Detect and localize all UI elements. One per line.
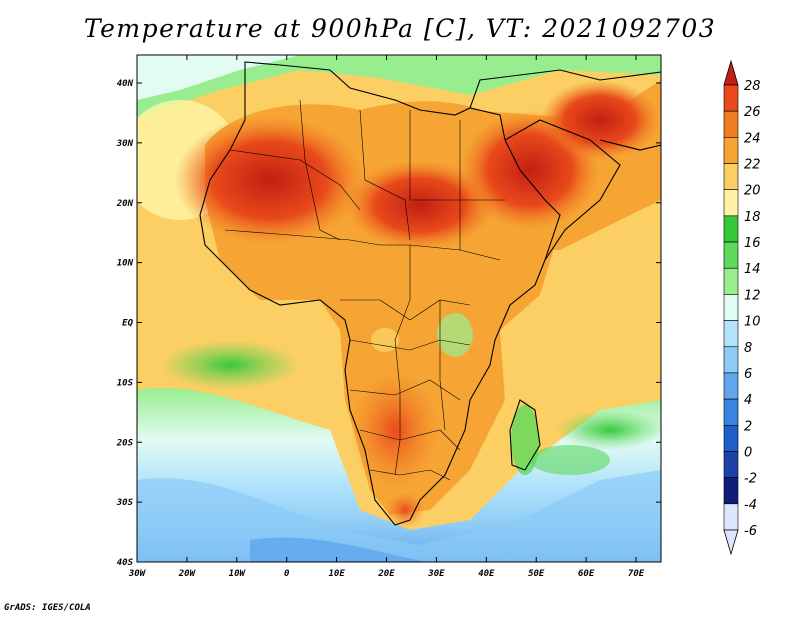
latitude-ticks: 40N 30N 20N 10N EQ 10S 20S 30S 40S bbox=[116, 79, 661, 568]
map-title: Temperature at 900hPa [C], VT: 202109270… bbox=[83, 14, 717, 43]
colorbar-segment bbox=[723, 398, 739, 426]
colorbar-label: 18 bbox=[744, 210, 761, 225]
lon-tick-label: 50E bbox=[528, 569, 545, 579]
colorbar-label: 2 bbox=[744, 419, 752, 434]
map-frame bbox=[136, 54, 662, 563]
colorbar-label: -2 bbox=[744, 472, 757, 487]
lon-tick-label: 30W bbox=[128, 569, 147, 579]
lon-tick-label: 10W bbox=[229, 569, 247, 579]
colorbar-label: 26 bbox=[744, 105, 761, 120]
colorbar-label: -4 bbox=[744, 498, 757, 513]
colorbar-label: 0 bbox=[744, 445, 752, 460]
colorbar-segment bbox=[723, 137, 739, 164]
colorbar-segment bbox=[723, 241, 739, 269]
lon-tick-label: 40E bbox=[478, 569, 495, 579]
colorbar-segment bbox=[723, 163, 739, 191]
colorbar-segment bbox=[723, 267, 739, 295]
coastline bbox=[199, 61, 661, 526]
lon-tick-label: 60E bbox=[578, 569, 595, 579]
colorbar-segment bbox=[723, 320, 739, 348]
colorbar-segment bbox=[723, 189, 739, 217]
lat-tick-label: EQ bbox=[122, 319, 133, 329]
colorbar-max-triangle bbox=[723, 59, 739, 86]
colorbar-segment bbox=[723, 424, 739, 452]
lat-tick-label: 30S bbox=[116, 498, 134, 508]
lon-tick-label: 20E bbox=[377, 569, 395, 579]
colorbar-segment bbox=[723, 372, 739, 400]
lat-tick-label: 40S bbox=[117, 558, 134, 568]
colorbar-label: 16 bbox=[744, 236, 761, 251]
colorbar-segment bbox=[723, 294, 739, 321]
colorbar-label: 20 bbox=[744, 184, 761, 199]
colorbar-segment bbox=[723, 215, 739, 243]
colorbar-label: 14 bbox=[744, 262, 761, 277]
colorbar-segment bbox=[723, 110, 739, 138]
lon-tick-label: 10E bbox=[328, 569, 345, 579]
lat-tick-label: 20N bbox=[116, 199, 134, 209]
colorbar-segment bbox=[723, 346, 739, 374]
colorbar-segment bbox=[723, 477, 739, 505]
colorbar-label: 10 bbox=[744, 315, 761, 330]
colorbar-label: 28 bbox=[744, 79, 761, 94]
colorbar-label: -6 bbox=[744, 524, 757, 539]
colorbar-segment bbox=[723, 84, 739, 112]
lat-tick-label: 10N bbox=[117, 259, 134, 269]
colorbar-label: 8 bbox=[744, 341, 752, 356]
colorbar-min-triangle bbox=[723, 529, 739, 556]
lat-tick-label: 10S bbox=[117, 378, 134, 388]
colorbar-segment bbox=[723, 503, 739, 531]
lon-tick-label: 70E bbox=[628, 569, 645, 579]
longitude-ticks: 30W 20W 10W 0 10E 20E 30E 40E 50E 60E 70E bbox=[128, 55, 645, 579]
lat-tick-label: 20S bbox=[116, 438, 134, 448]
country-borders bbox=[224, 99, 505, 481]
lon-tick-label: 30E bbox=[427, 569, 445, 579]
lon-tick-label: 20W bbox=[178, 569, 197, 579]
colorbar-label: 12 bbox=[744, 288, 761, 303]
credit-text: GrADS: IGES/COLA bbox=[4, 603, 91, 613]
colorbar-label: 24 bbox=[744, 131, 761, 146]
colorbar-label: 6 bbox=[744, 367, 752, 382]
colorbar-label: 22 bbox=[744, 158, 761, 173]
colorbar-segment bbox=[723, 451, 739, 478]
lon-tick-label: 0 bbox=[284, 569, 290, 579]
lat-tick-label: 30N bbox=[116, 139, 134, 149]
colorbar-label: 4 bbox=[744, 393, 752, 408]
lat-tick-label: 40N bbox=[117, 79, 134, 89]
